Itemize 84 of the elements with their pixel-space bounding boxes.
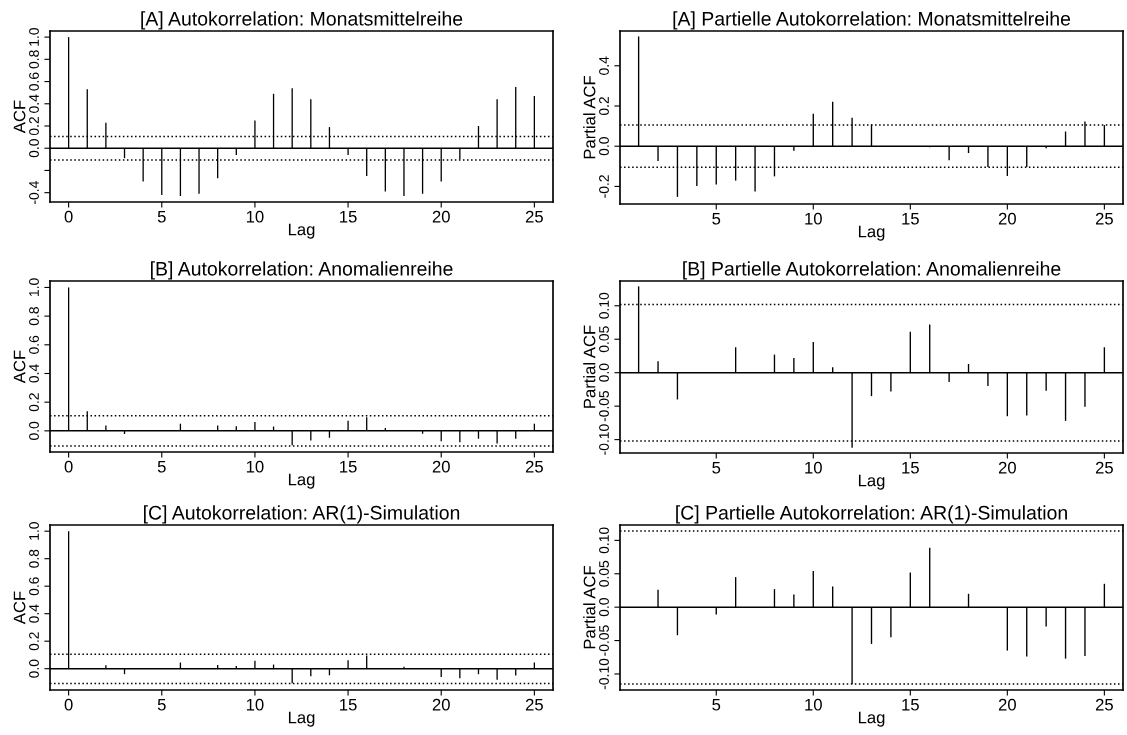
y-tick-label: -0.2: [599, 175, 609, 198]
y-tick-label: 1.0: [29, 278, 39, 297]
x-tick-label: 5: [157, 210, 166, 223]
y-tick-label: 0.0: [29, 421, 39, 440]
y-tick-label: 0.0: [29, 139, 39, 158]
chart-title: [C] Partielle Autokorrelation: AR(1)-Simulation: [676, 505, 1067, 524]
y-tick-label: 0.8: [29, 50, 39, 69]
y-axis-title: Partial ACF: [583, 325, 596, 408]
x-tick-label: 25: [525, 460, 543, 473]
y-tick-label: 0.6: [29, 335, 39, 354]
x-axis-title: Lag: [858, 711, 885, 727]
x-tick-label: 25: [525, 698, 543, 711]
x-tick-label: 10: [246, 210, 264, 223]
x-tick-label: 15: [902, 212, 919, 225]
x-tick-label: 5: [712, 698, 721, 711]
y-tick-label: 0.4: [29, 94, 39, 113]
y-tick-label: 0.8: [29, 549, 39, 568]
y-axis-title: Partial ACF: [583, 76, 596, 159]
y-tick-label: 0.2: [29, 632, 39, 651]
y-tick-label: 0.0: [599, 363, 609, 382]
y-axis-title: ACF: [13, 350, 26, 384]
y-tick-label: -0.05: [599, 390, 609, 422]
y-tick-label: 0.0: [599, 137, 609, 156]
y-tick-label: 0.4: [599, 56, 609, 75]
y-axis-title: ACF: [13, 591, 26, 625]
y-tick-label: 0.2: [599, 97, 609, 116]
y-tick-label: 0.05: [599, 326, 609, 353]
x-tick-label: 15: [902, 698, 919, 711]
x-tick-label: 0: [64, 460, 73, 473]
chart-title: [B] Partielle Autokorrelation: Anomalienreihe: [683, 261, 1061, 280]
y-axis-title: Partial ACF: [583, 566, 596, 649]
x-tick-label: 0: [64, 698, 73, 711]
chart-title: [B] Autokorrelation: Anomalienreihe: [151, 261, 453, 280]
chart-title: [A] Autokorrelation: Monatsmittelreihe: [141, 11, 463, 30]
y-tick-label: 0.10: [599, 527, 609, 554]
y-tick-label: 0.6: [29, 577, 39, 596]
x-tick-label: 15: [902, 461, 919, 474]
x-axis-title: Lag: [858, 474, 885, 490]
x-axis-title: Lag: [288, 711, 315, 727]
chart-title: [A] Partielle Autokorrelation: Monatsmittelreihe: [673, 11, 1071, 30]
x-tick-label: 0: [64, 210, 73, 223]
x-tick-label: 20: [998, 212, 1016, 225]
x-tick-label: 15: [340, 460, 357, 473]
y-tick-label: 0.0: [599, 598, 609, 617]
x-tick-label: 10: [805, 461, 822, 474]
x-tick-label: 25: [1095, 212, 1113, 225]
x-axis-title: Lag: [288, 473, 315, 489]
y-tick-label: 1.0: [29, 522, 39, 540]
x-tick-label: 15: [340, 698, 357, 711]
x-tick-label: 20: [432, 460, 450, 473]
x-tick-label: 10: [805, 698, 822, 711]
x-axis-title: Lag: [858, 225, 885, 241]
x-tick-label: 20: [432, 698, 450, 711]
x-tick-label: 20: [432, 210, 450, 223]
x-tick-label: 10: [246, 698, 264, 711]
x-tick-label: 15: [340, 210, 357, 223]
y-tick-label: 1.0: [29, 28, 39, 46]
y-tick-label: 0.2: [29, 117, 39, 136]
y-tick-label: -0.10: [599, 658, 609, 690]
x-tick-label: 25: [1095, 461, 1113, 474]
chart-title: [C] Autokorrelation: AR(1)-Simulation: [144, 505, 460, 524]
y-tick-label: -0.4: [29, 181, 39, 205]
y-tick-label: 0.4: [29, 364, 39, 383]
x-tick-label: 25: [525, 210, 543, 223]
x-axis-title: Lag: [288, 223, 315, 239]
y-tick-label: -0.05: [599, 625, 609, 656]
x-tick-label: 5: [157, 460, 166, 473]
x-tick-label: 20: [998, 698, 1016, 711]
y-tick-label: 0.8: [29, 307, 39, 326]
x-tick-label: 20: [998, 461, 1016, 474]
x-tick-label: 5: [712, 461, 721, 474]
y-tick-label: 0.4: [29, 604, 39, 623]
x-tick-label: 10: [805, 212, 822, 225]
x-tick-label: 25: [1095, 698, 1113, 711]
x-tick-label: 5: [712, 212, 721, 225]
x-tick-label: 5: [157, 698, 166, 711]
y-tick-label: 0.10: [599, 292, 609, 319]
x-tick-label: 10: [246, 460, 264, 473]
y-tick-label: -0.10: [599, 424, 609, 455]
y-tick-label: 0.05: [599, 560, 609, 587]
y-axis-title: ACF: [13, 100, 26, 134]
y-tick-label: 0.6: [29, 72, 39, 91]
y-tick-label: 0.0: [29, 659, 39, 678]
y-tick-label: 0.2: [29, 393, 39, 412]
